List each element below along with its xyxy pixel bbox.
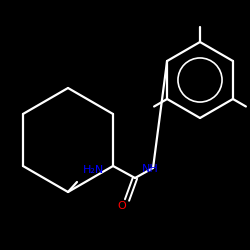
Text: O: O [118,201,126,211]
Text: H₂N: H₂N [84,165,104,175]
Text: NH: NH [142,164,158,174]
